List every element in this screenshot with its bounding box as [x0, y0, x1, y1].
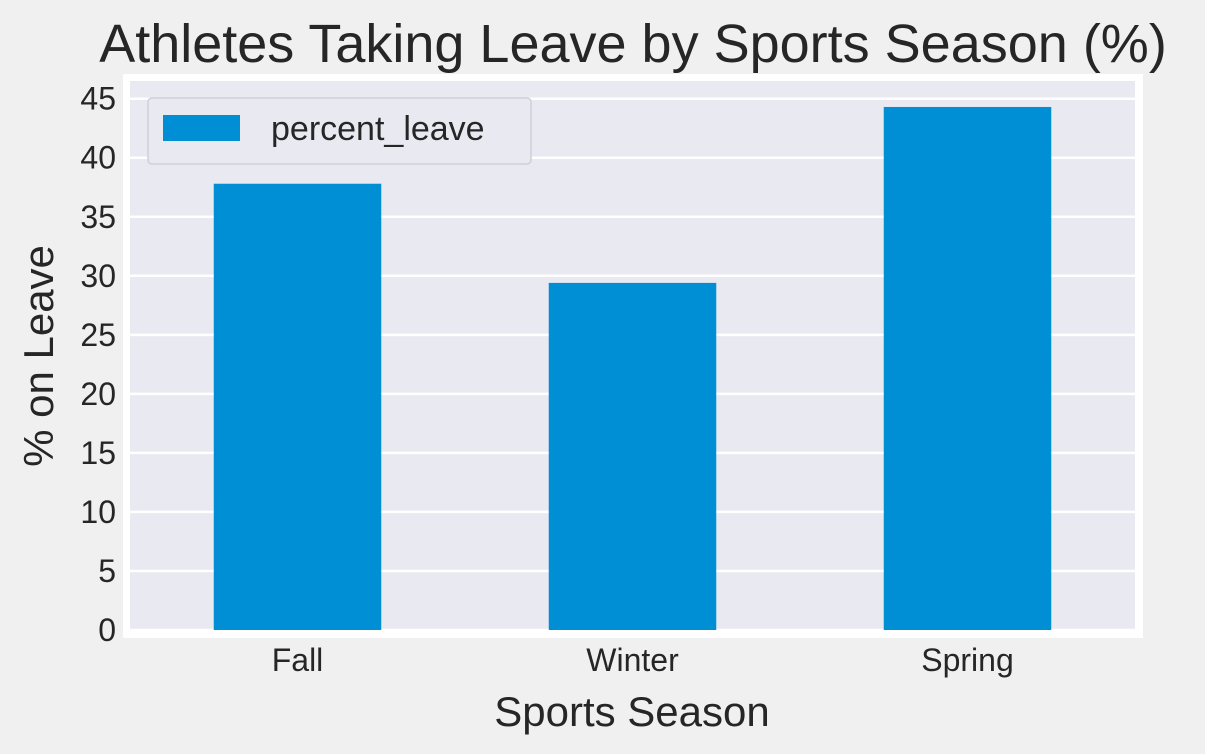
y-tick-label: 0: [98, 612, 116, 648]
y-axis-ticks: 0 5 10 15 20 25 30 35 40 45: [80, 81, 116, 648]
x-tick-label: Winter: [586, 642, 679, 678]
legend-box: [147, 97, 532, 165]
y-tick-label: 25: [80, 317, 116, 353]
y-tick-label: 10: [80, 494, 116, 530]
legend-label: percent_leave: [271, 110, 485, 148]
y-axis-title: % on Leave: [15, 245, 62, 467]
legend: percent_leave: [147, 97, 532, 165]
x-tick-label: Spring: [921, 642, 1014, 678]
bars: [213, 106, 1052, 631]
bar-winter: [548, 282, 717, 630]
y-tick-label: 5: [98, 553, 116, 589]
y-tick-label: 15: [80, 435, 116, 471]
x-axis-title: Sports Season: [494, 688, 770, 735]
x-tick-label: Fall: [272, 642, 324, 678]
bar-fall: [213, 183, 382, 630]
bar-spring: [883, 106, 1052, 631]
legend-swatch: [163, 115, 240, 141]
y-tick-label: 45: [80, 81, 116, 117]
y-tick-label: 40: [80, 140, 116, 176]
x-axis-ticks: Fall Winter Spring: [272, 642, 1014, 678]
y-tick-label: 20: [80, 376, 116, 412]
chart-title: Athletes Taking Leave by Sports Season (…: [99, 14, 1167, 74]
y-tick-label: 30: [80, 258, 116, 294]
y-tick-label: 35: [80, 199, 116, 235]
